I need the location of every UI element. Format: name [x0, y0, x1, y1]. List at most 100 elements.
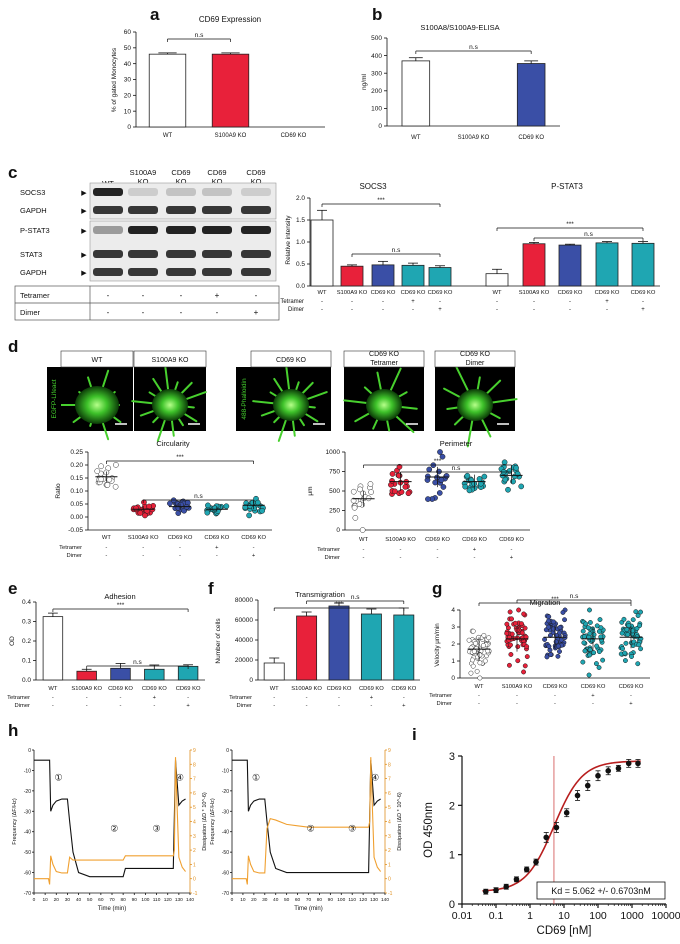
- h1-ytick-label: 0: [28, 748, 31, 754]
- c-category-label: CD69 KO: [371, 290, 396, 296]
- d-circ-point: [205, 502, 211, 509]
- d-perim-point: [405, 490, 412, 497]
- g-point: [591, 650, 597, 656]
- i-xtick-label: 100: [589, 910, 607, 922]
- h2-ytick-label: -60: [222, 871, 229, 877]
- i-point: [563, 809, 570, 816]
- f-tetramer-sign: -: [273, 695, 275, 701]
- e-dimer-sign: -: [86, 703, 88, 709]
- i-xtick-label: 0.01: [452, 910, 473, 922]
- g-point: [600, 657, 606, 663]
- c-lane-header-line: KO: [176, 177, 187, 186]
- g-point: [550, 626, 556, 632]
- c-ytick-label: 0.0: [296, 283, 305, 290]
- h2-ytick-label: -20: [222, 789, 229, 795]
- c-table-tetramer-sign: -: [255, 291, 258, 300]
- d-perim-title: Perimeter: [440, 439, 473, 448]
- g-point: [474, 668, 480, 674]
- f-ytick-label: 20000: [235, 657, 253, 664]
- g-point: [477, 675, 483, 681]
- g-category-label: CD69 KO: [581, 684, 606, 690]
- d-micro-label: CD69 KO: [276, 357, 307, 364]
- g-point: [470, 663, 476, 669]
- c-bar: [522, 243, 546, 287]
- b-title: S100A8/S100A9-ELISA: [420, 23, 499, 32]
- e-dimer-sign: +: [186, 703, 190, 709]
- c-blot-band: [202, 206, 232, 214]
- c-blot-band: [166, 226, 196, 234]
- d-micro-g2-2-filopodium: [480, 416, 492, 438]
- g-point: [486, 635, 492, 641]
- d-stain-strip-1: [47, 367, 61, 431]
- c-bar: [631, 242, 655, 287]
- d-perim-point: [357, 486, 363, 493]
- g-point: [551, 619, 557, 625]
- h2-xlabel: Time (min): [294, 906, 322, 912]
- e-tetramer-sign: -: [187, 695, 189, 701]
- d-perim-dimer-sign: -: [400, 555, 402, 561]
- d-circ-category-label: WT: [102, 535, 111, 541]
- g-point: [560, 609, 566, 615]
- c-tetramer-sign: -: [439, 299, 441, 305]
- b-ytick-label: 0: [378, 123, 382, 130]
- c-ytick-label: 1.5: [296, 217, 305, 224]
- panel-letter-c: c: [8, 163, 17, 182]
- f-tetramer-sign: -: [403, 695, 405, 701]
- b-category-label: WT: [411, 135, 421, 141]
- c-sig-label: n.s: [584, 231, 593, 238]
- d-perim-point: [425, 496, 431, 502]
- d-perim-ytick-label: 750: [329, 469, 340, 476]
- panel-letter-g: g: [432, 579, 442, 598]
- g-point: [546, 614, 552, 620]
- d-perim-point: [437, 449, 443, 455]
- g-tetramer-sign: +: [591, 693, 595, 699]
- c-category-label: CD69 KO: [401, 290, 426, 296]
- c-dimer-sign: -: [496, 307, 498, 313]
- f-bar: [328, 605, 350, 681]
- g-point: [625, 632, 631, 638]
- f-tetramer-label: Tetramer: [229, 695, 252, 701]
- d-micro-g2-1-filopodium: [393, 413, 415, 434]
- h1-ytick-label: -50: [24, 850, 31, 856]
- g-point: [585, 625, 591, 631]
- h2-xtick-label: 70: [306, 897, 312, 903]
- h1-xtick-label: 20: [54, 897, 60, 903]
- g-point: [562, 617, 568, 623]
- d-circ-point: [246, 512, 252, 519]
- g-point: [635, 661, 641, 667]
- c-blot-row-label: STAT3: [20, 250, 42, 259]
- g-point: [507, 609, 513, 615]
- d-micro-1-filopodium: [182, 391, 207, 402]
- g-point: [620, 646, 625, 651]
- g-point: [542, 637, 548, 642]
- g-point: [587, 652, 593, 658]
- panel-letter-h: h: [8, 721, 18, 740]
- h1-ytick-label: -60: [24, 871, 31, 877]
- h2-ytick-label: -70: [222, 891, 229, 897]
- h1-ytick-label: -20: [24, 789, 31, 795]
- c-dimer-sign: +: [438, 307, 442, 313]
- d-stain2-label: 488-Phalloidin: [241, 378, 248, 420]
- d-micro-g2-2-filopodium: [484, 379, 502, 397]
- g-point: [586, 672, 592, 678]
- g-category-label: S100A9 KO: [502, 684, 533, 690]
- f-tetramer-sign: +: [370, 695, 374, 701]
- d-micro-g2-0-label-box: [250, 350, 332, 368]
- d-micro-g2-2-filopodium: [466, 417, 474, 448]
- d-perim-point: [466, 487, 473, 494]
- c-blot-band: [241, 188, 271, 196]
- g-point: [548, 652, 554, 658]
- e-dimer-sign: -: [52, 703, 54, 709]
- g-tetramer-label: Tetramer: [429, 693, 452, 699]
- g-point: [481, 632, 487, 638]
- panel-letter-f: f: [208, 579, 214, 598]
- c-table-tetramer-sign: -: [180, 291, 183, 300]
- d-micro-label: CD69 KO Dimer: [460, 351, 491, 367]
- g-dimer-sign: +: [629, 701, 633, 707]
- i-point: [553, 824, 560, 831]
- h1-xtick-label: 100: [141, 897, 149, 903]
- i-xtick-label: 1: [527, 910, 533, 922]
- g-point: [515, 644, 521, 650]
- e-ytick-label: 0.4: [22, 599, 31, 606]
- d-circ-ylabel: Ratio: [55, 483, 62, 499]
